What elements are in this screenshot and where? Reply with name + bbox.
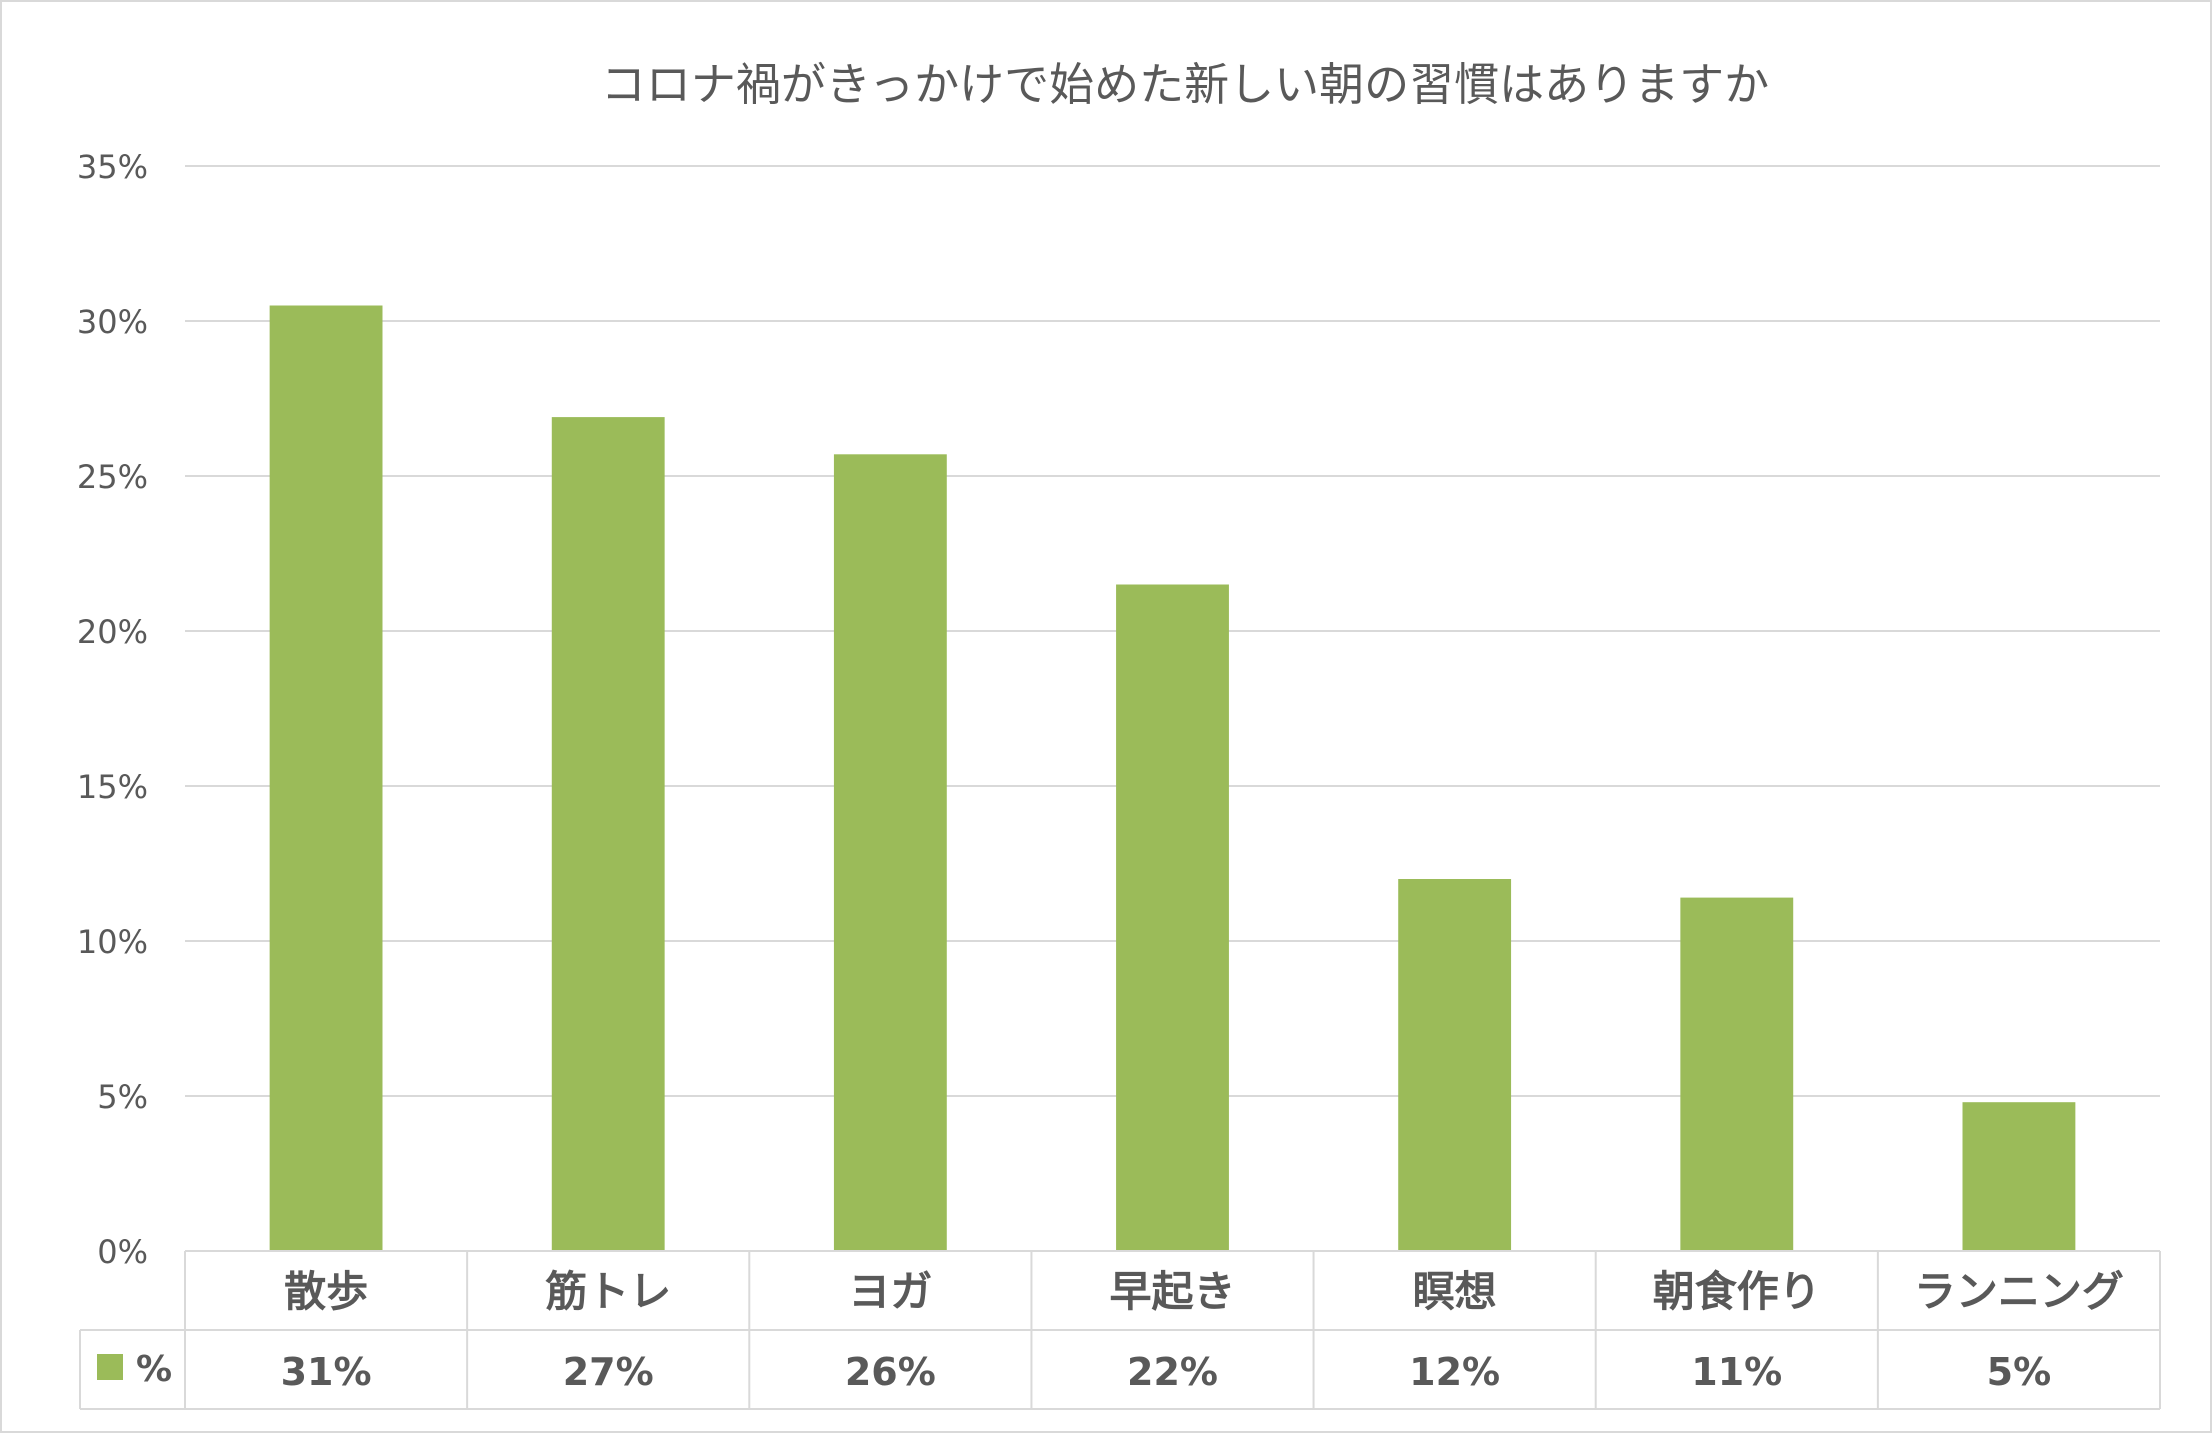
bar — [269, 305, 383, 1251]
y-tick-label: 0% — [97, 1233, 148, 1271]
y-tick-label: 5% — [97, 1078, 148, 1116]
x-category-label: 散歩 — [284, 1267, 368, 1316]
y-axis-tick-labels: 0% 5% 10% 15% 20% 25% 30% 35% — [77, 148, 148, 1271]
y-tick-label: 35% — [77, 148, 148, 186]
x-category-label: 朝食作り — [1653, 1267, 1821, 1316]
data-value-label: 26% — [845, 1350, 936, 1394]
y-tick-label: 10% — [77, 923, 148, 961]
legend-label: % — [136, 1349, 172, 1390]
x-category-label: ランニング — [1914, 1267, 2124, 1316]
bar — [1680, 897, 1794, 1251]
x-category-label: 瞑想 — [1413, 1267, 1497, 1316]
x-category-label: 筋トレ — [545, 1267, 671, 1316]
bar — [1962, 1102, 2076, 1251]
y-tick-label: 30% — [77, 303, 148, 341]
legend-swatch — [97, 1354, 123, 1380]
x-category-label: ヨガ — [848, 1267, 932, 1316]
x-category-label: 早起き — [1109, 1267, 1235, 1316]
bar — [833, 454, 947, 1251]
data-value-label: 12% — [1409, 1350, 1500, 1394]
data-value-label: 27% — [563, 1350, 654, 1394]
data-value-label: 5% — [1987, 1350, 2052, 1394]
y-tick-label: 20% — [77, 613, 148, 651]
data-value-label: 11% — [1691, 1350, 1782, 1394]
chart-title: コロナ禍がきっかけで始めた新しい朝の習慣はありますか — [601, 58, 1769, 111]
data-value-label: 22% — [1127, 1350, 1218, 1394]
bars — [269, 305, 2076, 1252]
y-tick-label: 15% — [77, 768, 148, 806]
data-table: 散歩 31% 筋トレ 27% ヨガ 26% 早起き 22% 瞑想 12% 朝食作り 11% ランニング 5… — [79, 1250, 2161, 1410]
gridlines — [185, 165, 2160, 1097]
bar — [1398, 879, 1512, 1251]
y-tick-label: 25% — [77, 458, 148, 496]
data-value-label: 31% — [281, 1350, 372, 1394]
bar — [1116, 584, 1229, 1251]
bar — [551, 417, 665, 1252]
